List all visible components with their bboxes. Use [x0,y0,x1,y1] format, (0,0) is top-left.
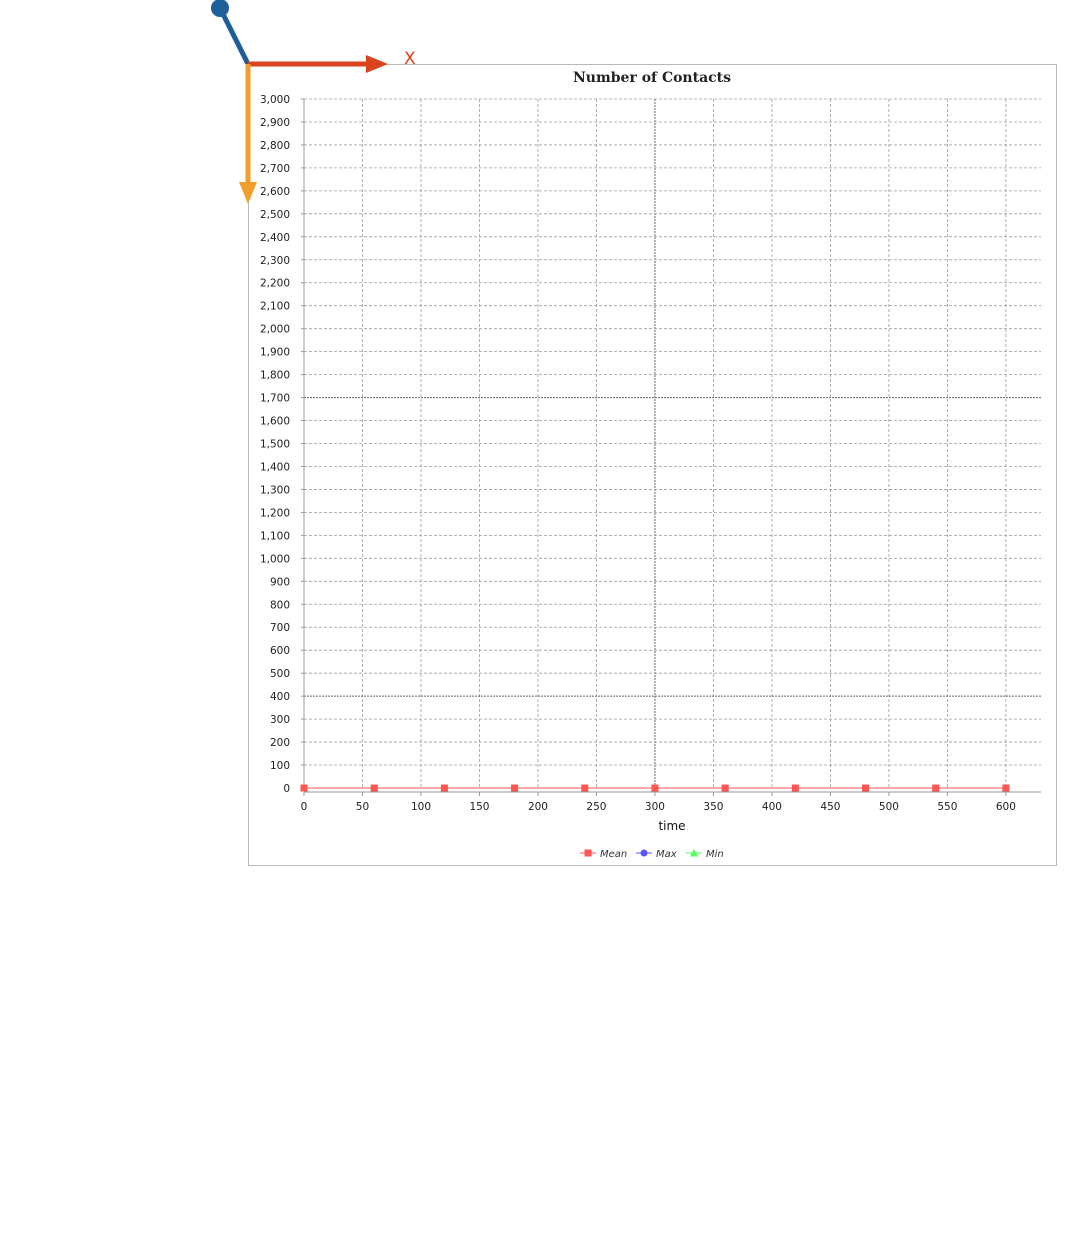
data-point-mean [300,784,308,792]
y-tick-label: 1,400 [260,461,290,473]
chart-panel-frame [248,64,1057,866]
x-tick-label: 150 [469,801,489,813]
data-point-mean [651,784,659,792]
y-tick-label: 0 [283,783,290,795]
data-point-mean [721,784,729,792]
data-point-mean [511,784,519,792]
x-tick-label: 350 [703,801,723,813]
axis-gizmo: X [211,0,416,204]
x-tick-label: 50 [356,801,369,813]
y-tick-label: 600 [270,645,290,657]
legend-item-mean: Mean [580,849,627,860]
legend: Mean Max Min [580,849,724,860]
x-axis-title: time [658,819,685,833]
data-point-mean [932,784,940,792]
legend-swatch-marker [584,849,592,857]
y-tick-label: 2,200 [260,278,290,290]
data-point-mean [370,784,378,792]
y-tick-label: 1,000 [260,553,290,565]
series-mean [300,784,1010,792]
axes [303,99,1041,793]
y-tick-label: 2,500 [260,209,290,221]
x-tick-label: 550 [937,801,957,813]
y-tick-label: 2,000 [260,324,290,336]
y-tick-label: 1,200 [260,507,290,519]
legend-label: Mean [600,849,627,860]
x-tick-label: 300 [645,801,665,813]
gizmo-y-arrowhead[interactable] [239,182,257,204]
y-tick-label: 300 [270,714,290,726]
y-tick-label: 100 [270,760,290,772]
x-tick-label: 0 [301,801,308,813]
y-tick-label: 1,600 [260,416,290,428]
legend-swatch-marker [640,849,648,857]
gizmo-x-arrowhead[interactable] [366,55,388,73]
x-tick-label: 500 [879,801,899,813]
y-tick-label: 2,600 [260,186,290,198]
y-tick-label: 700 [270,622,290,634]
data-point-mean [1002,784,1010,792]
y-tick-label: 2,700 [260,163,290,175]
y-tick-label: 900 [270,576,290,588]
y-tick-label: 1,300 [260,484,290,496]
legend-label: Max [656,849,677,860]
x-tick-label: 600 [996,801,1016,813]
x-tick-label: 100 [411,801,431,813]
y-tick-label: 1,500 [260,439,290,451]
gizmo-x-label: X [404,49,416,69]
data-point-mean [581,784,589,792]
series-marks [300,784,1010,792]
legend-item-min: Min [686,849,724,860]
y-tick-label: 800 [270,599,290,611]
y-tick-label: 1,700 [260,393,290,405]
y-tick-label: 500 [270,668,290,680]
y-tick-label: 1,100 [260,530,290,542]
legend-item-max: Max [636,849,677,860]
x-tick-labels: 0 50 100 150 200 250 300 350 400 450 500 550 600 [301,792,1016,813]
y-tick-label: 2,800 [260,140,290,152]
y-tick-label: 2,300 [260,255,290,267]
y-tick-label: 2,400 [260,232,290,244]
gizmo-z-axis [218,8,251,66]
x-tick-label: 250 [586,801,606,813]
x-tick-label: 200 [528,801,548,813]
legend-label: Min [706,849,724,860]
chart-title: Number of Contacts [573,70,731,86]
y-tick-label: 2,100 [260,301,290,313]
x-tick-label: 450 [820,801,840,813]
y-tick-label: 3,000 [260,94,290,106]
y-gridlines [304,98,1041,766]
y-tick-label: 200 [270,737,290,749]
y-tick-labels: 0 100 200 300 400 500 600 700 800 900 1,000 1,100 1,… [260,94,304,795]
y-tick-label: 400 [270,691,290,703]
y-tick-label: 1,900 [260,347,290,359]
gizmo-z-handle[interactable] [211,0,229,17]
data-point-mean [862,784,870,792]
y-tick-label: 1,800 [260,370,290,382]
data-point-mean [440,784,448,792]
legend-swatch-marker [690,849,698,857]
y-tick-label: 2,900 [260,117,290,129]
x-tick-label: 400 [762,801,782,813]
data-point-mean [791,784,799,792]
